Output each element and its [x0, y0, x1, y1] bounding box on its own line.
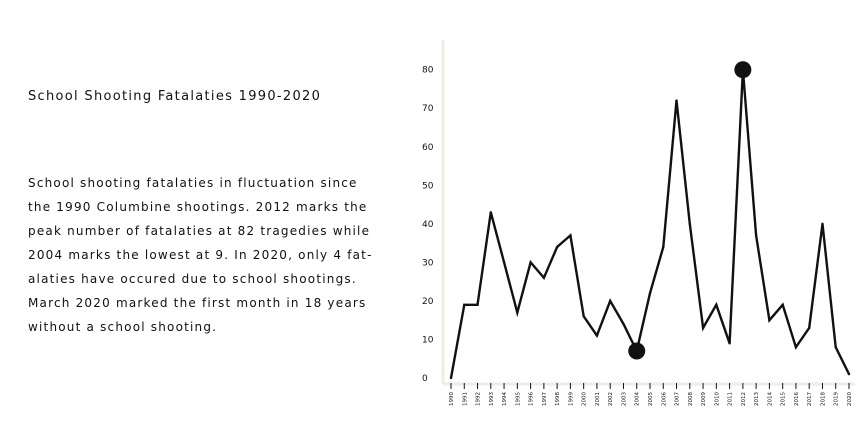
description-line: alaties have occured due to school shoot… [28, 272, 357, 286]
data-point [808, 326, 811, 330]
y-tick-label: 80 [422, 66, 434, 76]
x-tick-label: 2011 [728, 392, 734, 406]
description-line: the 1990 Columbine shootings. 2012 marks… [28, 200, 368, 214]
x-tick-label: 2000 [582, 392, 588, 406]
x-tick-label: 2010 [714, 392, 720, 406]
x-tick-label: 1998 [555, 392, 561, 406]
x-tick-label: 1996 [529, 392, 535, 406]
lowest-marker [628, 342, 646, 360]
data-point [529, 261, 532, 264]
x-tick-label: 2013 [754, 392, 760, 406]
data-point [834, 345, 837, 349]
y-tick-label: 60 [422, 143, 434, 153]
y-tick-label: 0 [422, 374, 428, 384]
data-point [609, 299, 612, 303]
data-point [595, 334, 599, 337]
x-tick-label: 2015 [781, 392, 787, 406]
x-tick-label: 2014 [767, 392, 773, 406]
y-tick-label: 40 [422, 220, 434, 230]
x-tick-label: 2004 [635, 392, 641, 406]
description-text: School shooting fatalaties in fluctuatio… [28, 171, 396, 339]
x-tick-label: 2017 [807, 392, 813, 406]
x-tick-label: 2009 [701, 392, 707, 406]
data-point [675, 99, 678, 102]
data-point [542, 276, 546, 280]
description-line: March 2020 marked the first month in 18 … [28, 296, 367, 310]
data-point [489, 211, 492, 214]
page-title: School Shooting Fatalaties 1990-2020 [28, 89, 322, 104]
data-point [768, 318, 771, 322]
x-tick-label: 2016 [794, 392, 800, 406]
x-tick-label: 2012 [741, 392, 747, 406]
data-point [715, 303, 718, 306]
x-tick-label: 1992 [476, 392, 482, 406]
x-tick-label: 1994 [502, 392, 508, 406]
data-point [688, 222, 691, 226]
data-point [794, 345, 798, 349]
data-point [476, 303, 479, 306]
data-point [847, 372, 851, 376]
x-tick-label: 1991 [462, 392, 468, 406]
data-point [622, 322, 625, 326]
x-tick-label: 2001 [595, 392, 601, 406]
y-tick-label: 70 [422, 104, 434, 114]
data-point [502, 261, 506, 264]
x-tick-label: 2003 [621, 392, 627, 406]
x-tick-label: 2008 [688, 392, 694, 406]
description-line: without a school shooting. [28, 320, 218, 334]
x-tick-label: 2005 [648, 392, 654, 406]
data-point [821, 222, 824, 226]
data-point [648, 292, 652, 295]
data-line-series [449, 69, 851, 379]
y-tick-label: 50 [422, 181, 434, 191]
x-tick-label: 1990 [449, 392, 455, 406]
peak-marker [734, 61, 752, 79]
description-line: School shooting fatalaties in fluctuatio… [28, 176, 358, 190]
x-tick-label: 1997 [542, 392, 548, 406]
data-point [516, 311, 519, 314]
data-point [449, 376, 453, 380]
x-tick-label: 2019 [834, 392, 840, 406]
data-point [728, 342, 731, 345]
x-tick-label: 2007 [675, 392, 681, 406]
x-tick-label: 1999 [568, 392, 574, 406]
data-point [569, 234, 572, 237]
x-tick-label: 2018 [820, 392, 826, 406]
data-point [463, 303, 466, 306]
x-tick-label: 2002 [608, 392, 614, 406]
x-tick-label: 1993 [489, 392, 495, 406]
data-point [781, 303, 784, 306]
data-point [582, 315, 585, 318]
y-tick-label: 20 [422, 297, 434, 307]
description-line: 2004 marks the lowest at 9. In 2020, onl… [28, 248, 373, 262]
data-point [754, 234, 758, 237]
y-tick-label: 10 [422, 335, 434, 345]
data-point [662, 245, 665, 249]
x-tick-label: 2006 [661, 392, 667, 406]
x-tick-label: 2020 [847, 392, 853, 406]
data-point [701, 326, 705, 330]
data-point [555, 245, 559, 249]
description-line: peak number of fatalaties at 82 tragedie… [28, 224, 371, 238]
x-tick-label: 1995 [515, 392, 521, 406]
y-tick-label: 30 [422, 258, 434, 268]
